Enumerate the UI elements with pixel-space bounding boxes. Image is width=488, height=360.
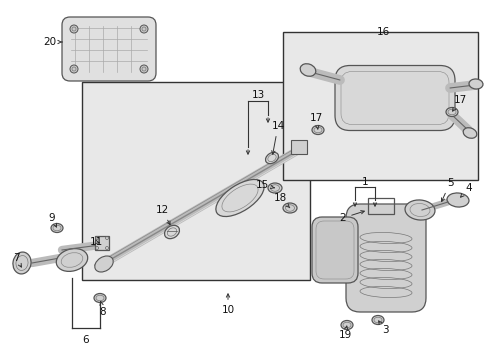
Text: 9: 9 bbox=[49, 213, 57, 227]
Text: 5: 5 bbox=[441, 178, 452, 202]
Bar bbox=[290, 140, 306, 154]
Ellipse shape bbox=[13, 252, 31, 274]
Ellipse shape bbox=[283, 203, 296, 213]
Bar bbox=[283, 32, 477, 180]
FancyBboxPatch shape bbox=[334, 66, 454, 131]
Ellipse shape bbox=[267, 183, 282, 193]
Ellipse shape bbox=[371, 315, 383, 324]
Ellipse shape bbox=[265, 152, 278, 164]
Ellipse shape bbox=[468, 79, 482, 89]
Text: 14: 14 bbox=[271, 121, 284, 154]
Text: 17: 17 bbox=[309, 113, 322, 129]
Ellipse shape bbox=[300, 64, 315, 76]
FancyBboxPatch shape bbox=[346, 204, 425, 312]
Ellipse shape bbox=[56, 249, 87, 271]
Ellipse shape bbox=[445, 108, 457, 117]
Text: 2: 2 bbox=[339, 211, 364, 223]
Ellipse shape bbox=[140, 25, 148, 33]
Text: 19: 19 bbox=[338, 326, 351, 340]
Text: 15: 15 bbox=[255, 180, 274, 190]
Text: 11: 11 bbox=[89, 237, 102, 247]
FancyBboxPatch shape bbox=[62, 17, 156, 81]
Text: 20: 20 bbox=[43, 37, 62, 47]
Text: 18: 18 bbox=[273, 193, 289, 208]
Text: 16: 16 bbox=[376, 27, 389, 37]
Ellipse shape bbox=[51, 224, 63, 233]
Ellipse shape bbox=[446, 193, 468, 207]
Text: 12: 12 bbox=[155, 205, 170, 225]
Ellipse shape bbox=[311, 126, 324, 135]
Text: 6: 6 bbox=[82, 335, 89, 345]
Text: 1: 1 bbox=[361, 177, 367, 187]
Ellipse shape bbox=[164, 225, 179, 239]
Ellipse shape bbox=[404, 200, 434, 220]
Ellipse shape bbox=[95, 256, 113, 272]
Ellipse shape bbox=[340, 320, 352, 329]
Ellipse shape bbox=[70, 65, 78, 73]
Ellipse shape bbox=[94, 293, 106, 302]
Ellipse shape bbox=[70, 25, 78, 33]
FancyBboxPatch shape bbox=[311, 217, 357, 283]
Ellipse shape bbox=[140, 65, 148, 73]
Ellipse shape bbox=[462, 128, 476, 138]
Text: 8: 8 bbox=[100, 301, 106, 317]
Bar bbox=[367, 198, 393, 214]
Text: 7: 7 bbox=[13, 253, 21, 267]
Bar bbox=[82, 82, 309, 280]
Text: 13: 13 bbox=[251, 90, 264, 100]
Text: 17: 17 bbox=[452, 95, 466, 111]
Bar bbox=[95, 236, 109, 250]
Text: 4: 4 bbox=[460, 183, 471, 197]
Text: 3: 3 bbox=[378, 321, 387, 335]
Ellipse shape bbox=[215, 180, 264, 216]
Text: 10: 10 bbox=[221, 294, 234, 315]
